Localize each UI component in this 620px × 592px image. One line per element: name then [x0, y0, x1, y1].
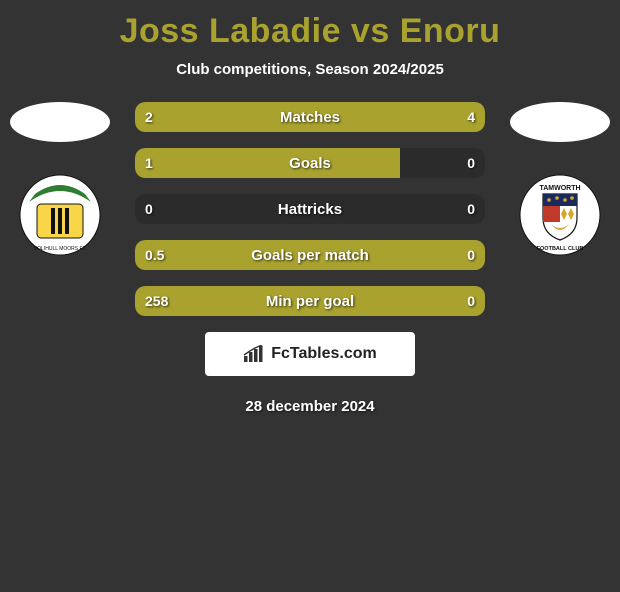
player2-name: Enoru	[400, 12, 501, 50]
stat-row: 2580Min per goal	[135, 286, 485, 316]
stat-label: Min per goal	[135, 286, 485, 316]
stat-row: 24Matches	[135, 102, 485, 132]
comparison-content: SOLIHULL MOORS FC TAMWORTH FOOTBALL CLUB	[0, 102, 620, 415]
club-badge-right-icon: TAMWORTH FOOTBALL CLUB	[519, 174, 601, 256]
stat-label: Goals	[135, 148, 485, 178]
page-title: Joss Labadie vs Enoru	[0, 12, 620, 51]
player-right-column: TAMWORTH FOOTBALL CLUB	[510, 102, 610, 258]
subtitle: Club competitions, Season 2024/2025	[0, 61, 620, 78]
svg-text:TAMWORTH: TAMWORTH	[539, 185, 580, 192]
stat-label: Matches	[135, 102, 485, 132]
stat-label: Hattricks	[135, 194, 485, 224]
stats-bars: 24Matches 10Goals 00Hattricks 0.50Goals per…	[135, 102, 485, 316]
stat-label: Goals per match	[135, 240, 485, 270]
bar-chart-icon	[243, 345, 265, 363]
stat-row: 00Hattricks	[135, 194, 485, 224]
club-badge-left-icon: SOLIHULL MOORS FC	[19, 174, 101, 256]
club-badge-right: TAMWORTH FOOTBALL CLUB	[517, 172, 603, 258]
club-badge-left: SOLIHULL MOORS FC	[17, 172, 103, 258]
player1-name: Joss Labadie	[120, 12, 341, 50]
stat-row: 0.50Goals per match	[135, 240, 485, 270]
player-right-avatar-placeholder	[510, 102, 610, 142]
vs-text: vs	[341, 12, 400, 50]
source-logo-text: FcTables.com	[271, 345, 377, 363]
stat-row: 10Goals	[135, 148, 485, 178]
svg-text:FOOTBALL CLUB: FOOTBALL CLUB	[537, 246, 584, 252]
player-left-column: SOLIHULL MOORS FC	[10, 102, 110, 258]
date-text: 28 december 2024	[0, 398, 620, 415]
player-left-avatar-placeholder	[10, 102, 110, 142]
svg-text:SOLIHULL MOORS FC: SOLIHULL MOORS FC	[34, 246, 87, 252]
source-logo: FcTables.com	[205, 332, 415, 376]
